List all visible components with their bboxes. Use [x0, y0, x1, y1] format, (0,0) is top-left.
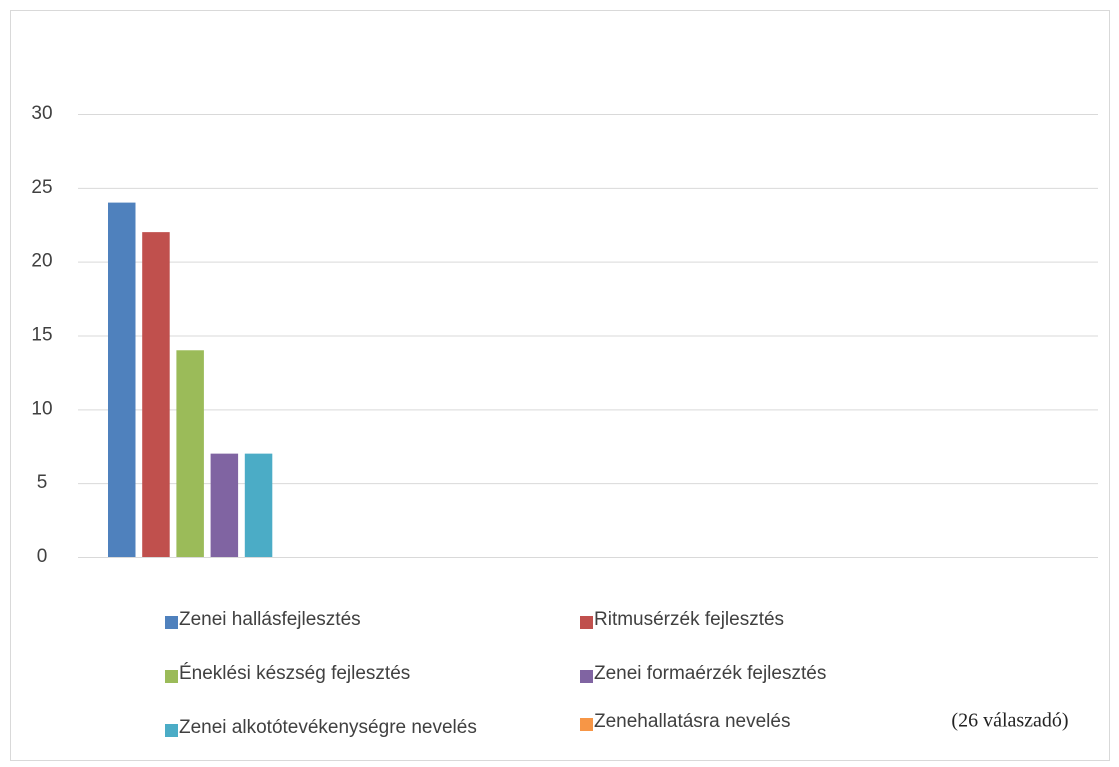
y-tick-label: 10 [31, 398, 52, 419]
bar [176, 350, 204, 557]
legend-label: Éneklési készség fejlesztés [179, 663, 410, 684]
legend-swatch [165, 670, 178, 683]
legend-label: Zenei formaérzék fejlesztés [594, 663, 826, 684]
chart-border [10, 10, 1110, 761]
bar [210, 453, 239, 557]
legend-swatch [580, 718, 593, 731]
bar [142, 232, 170, 557]
legend-label: Zenei hallásfejlesztés [179, 609, 361, 630]
legend-label: Ritmusérzék fejlesztés [594, 609, 784, 630]
legend-label: Zenehallatásra nevelés [594, 711, 790, 732]
annotation: (26 válaszadó) [951, 710, 1068, 732]
bar [244, 453, 273, 557]
legend-swatch [580, 616, 593, 629]
legend-label: Zenei alkotótevékenységre nevelés [179, 717, 477, 738]
y-tick-label: 20 [31, 251, 52, 272]
legend-swatch [165, 616, 178, 629]
legend-swatch [165, 724, 178, 737]
y-tick-label: 25 [31, 177, 52, 198]
y-tick-label: 0 [37, 546, 48, 567]
legend-swatch [580, 670, 593, 683]
y-tick-label: 30 [31, 103, 52, 124]
bar [108, 202, 136, 557]
y-tick-label: 15 [31, 325, 52, 346]
y-tick-label: 5 [37, 472, 48, 493]
